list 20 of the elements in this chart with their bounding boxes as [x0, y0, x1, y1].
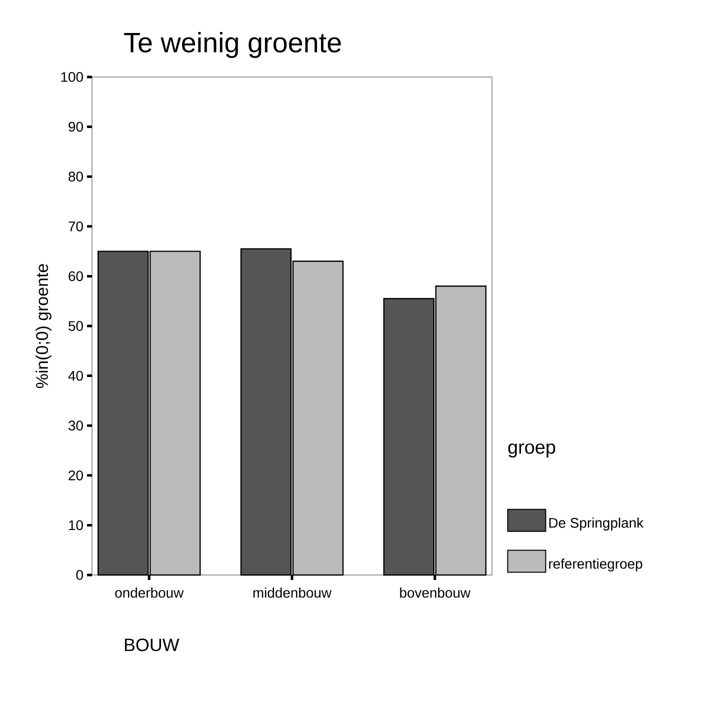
y-tick-label: 0 [76, 570, 83, 580]
y-tick-label: 50 [68, 321, 83, 331]
y-axis-title: %in(0;0) groente [36, 264, 52, 388]
y-tick-label: 90 [68, 122, 83, 132]
chart-title: Te weinig groente [124, 32, 341, 58]
y-tick-label: 40 [68, 370, 83, 381]
y-tick-label: 80 [68, 172, 83, 182]
legend-title: groep [508, 443, 556, 458]
y-tick-label: 20 [68, 470, 83, 480]
x-tick-label: onderbouw [115, 587, 184, 598]
y-tick-label: 60 [68, 271, 83, 282]
legend-label: referentiegroep [549, 558, 642, 572]
y-tick-label: 70 [68, 221, 83, 232]
y-tick-label: 10 [69, 520, 83, 530]
y-tick-label: 100 [61, 72, 83, 82]
x-axis-title: BOUW [124, 638, 180, 652]
x-tick-label: middenbouw [253, 587, 332, 598]
y-tick-label: 30 [68, 420, 83, 431]
legend-label: De Springplank [549, 518, 644, 531]
x-tick-label: bovenbouw [400, 587, 471, 598]
